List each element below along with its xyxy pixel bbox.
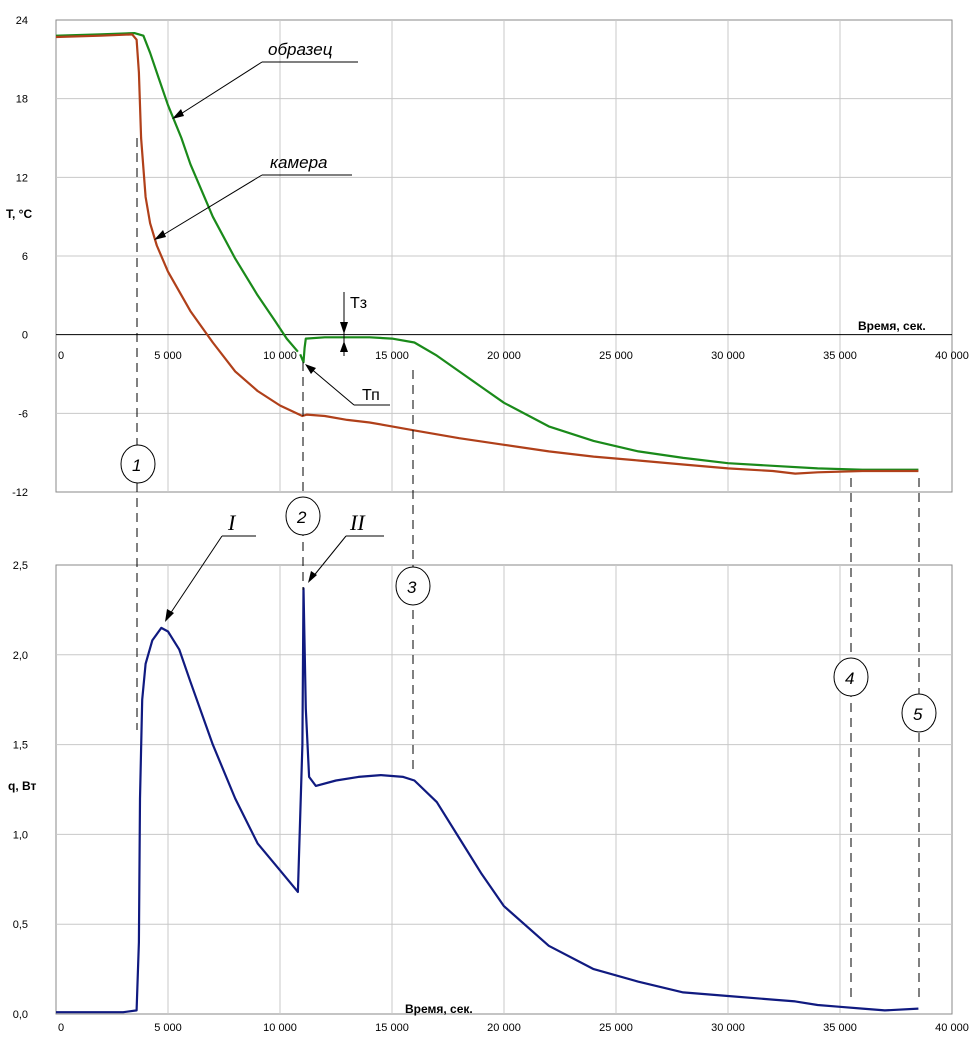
- heat-flow-x-tick-label: 0: [58, 1022, 64, 1034]
- temperature-x-tick-label: 5 000: [154, 350, 182, 362]
- temperature-x-tick-label: 0: [58, 350, 64, 362]
- temperature-x-tick-label: 10 000: [263, 350, 297, 362]
- marker-2: 2: [285, 496, 321, 536]
- marker-3: 3: [395, 566, 431, 606]
- peak1-label: I: [227, 510, 237, 535]
- heat-flow-x-axis-label: Время, сек.: [405, 1002, 473, 1016]
- temperature-x-tick-label: 30 000: [711, 350, 745, 362]
- temperature-x-tick-label: 25 000: [599, 350, 633, 362]
- chamber-leader-arrow: [154, 230, 166, 240]
- temperature-y-tick-label: 6: [22, 251, 28, 263]
- marker-4-label: 4: [845, 669, 854, 688]
- heat-flow-y-axis-label: q, Вт: [8, 779, 37, 793]
- peak1-leader-arrow: [165, 609, 174, 622]
- heat-flow-x-tick-label: 40 000: [935, 1022, 969, 1034]
- peak2-leader-line: [311, 535, 347, 579]
- t-freeze-arrow-up: [340, 341, 348, 352]
- temperature-x-axis-label: Время, сек.: [858, 319, 926, 333]
- heat-flow-series: [56, 587, 919, 1014]
- heat-flow-series-line: [56, 587, 919, 1014]
- sample-series-line: [55, 32, 299, 353]
- marker-2-label: 2: [296, 508, 307, 527]
- heat-flow-x-tick-label: 10 000: [263, 1022, 297, 1034]
- chamber-leader-line: [157, 174, 263, 239]
- marker-5-label: 5: [913, 705, 923, 724]
- temperature-x-tick-label: 40 000: [935, 350, 969, 362]
- t-freeze-arrow-down: [340, 322, 348, 334]
- temperature-x-tick-label: 35 000: [823, 350, 857, 362]
- heat-flow-x-tick-label: 5 000: [154, 1022, 182, 1034]
- temperature-y-tick-label: 18: [16, 94, 28, 106]
- heat-flow-x-tick-label: 15 000: [375, 1022, 409, 1034]
- temperature-y-tick-label: -6: [18, 408, 28, 420]
- t-supercool-leader-line: [308, 366, 355, 406]
- heat-flow-y-tick-label: 2,0: [13, 650, 28, 662]
- heat-flow-x-tick-label: 25 000: [599, 1022, 633, 1034]
- peak1-leader-line: [167, 535, 223, 618]
- sample-label: образец: [268, 40, 333, 59]
- temperature-y-tick-label: -12: [12, 487, 28, 499]
- chamber-series-line: [55, 33, 919, 475]
- marker-1-label: 1: [132, 456, 141, 475]
- temperature-x-tick-label: 15 000: [375, 350, 409, 362]
- peak2-leader-arrow: [308, 571, 317, 583]
- heat-flow-y-tick-label: 0,0: [13, 1009, 28, 1021]
- temperature-chart: 0 5 000 10 000 15 000 20 000 25 000 30 000 35 0…: [6, 15, 969, 499]
- t-supercool-label: Тп: [362, 387, 380, 404]
- t-freeze-label: Тз: [350, 295, 367, 312]
- heat-flow-y-tick-label: 2,5: [13, 560, 28, 572]
- heat-flow-y-tick-label: 1,0: [13, 829, 28, 841]
- heat-flow-grid: [55, 564, 953, 1015]
- heat-flow-x-tick-label: 20 000: [487, 1022, 521, 1034]
- sample-leader-arrow: [172, 109, 184, 119]
- peak2-label: II: [349, 510, 366, 535]
- heat-flow-x-tick-label: 30 000: [711, 1022, 745, 1034]
- marker-5: 5: [901, 693, 937, 733]
- temperature-y-axis-label: T, °C: [6, 207, 32, 221]
- stage-markers: 1 2 3 4 5: [120, 138, 937, 1002]
- marker-4: 4: [833, 657, 869, 697]
- t-supercool-leader-arrow: [305, 364, 316, 374]
- heat-flow-x-tick-label: 35 000: [823, 1022, 857, 1034]
- temperature-y-tick-label: 24: [16, 15, 28, 27]
- sample-leader-line: [175, 61, 263, 118]
- temperature-y-tick-label: 12: [16, 172, 28, 184]
- temperature-y-tick-label: 0: [22, 330, 28, 342]
- temperature-grid: [55, 19, 953, 493]
- heat-flow-y-tick-label: 1,5: [13, 740, 28, 752]
- temperature-series: [55, 32, 919, 475]
- temperature-x-tick-label: 20 000: [487, 350, 521, 362]
- sample-series-line: [299, 336, 919, 471]
- marker-1: 1: [120, 444, 156, 484]
- marker-3-label: 3: [407, 578, 417, 597]
- chamber-label: камера: [270, 153, 328, 172]
- temperature-tick-labels: 0 5 000 10 000 15 000 20 000 25 000 30 000 35 0…: [12, 15, 969, 499]
- heat-flow-y-tick-label: 0,5: [13, 919, 28, 931]
